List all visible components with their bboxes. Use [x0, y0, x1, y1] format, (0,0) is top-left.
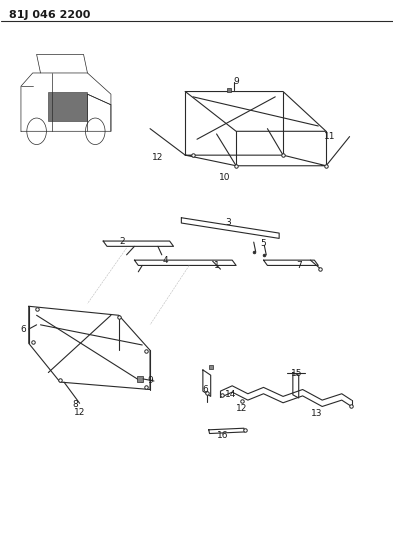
Text: 3: 3	[225, 218, 231, 227]
Text: 6: 6	[202, 385, 208, 394]
Text: 81J 046 2200: 81J 046 2200	[9, 10, 91, 20]
Text: 12: 12	[152, 154, 164, 163]
Text: 10: 10	[219, 173, 230, 182]
Text: 9: 9	[147, 376, 153, 385]
Text: 8: 8	[73, 400, 78, 409]
Text: 6: 6	[20, 325, 26, 334]
Text: 4: 4	[163, 256, 169, 265]
Text: 12: 12	[74, 408, 85, 417]
Text: 1: 1	[214, 261, 219, 270]
Text: 14: 14	[225, 390, 236, 399]
Text: 13: 13	[310, 409, 322, 418]
Text: 7: 7	[296, 261, 301, 270]
Text: 2: 2	[120, 237, 125, 246]
Text: 12: 12	[236, 404, 248, 413]
Text: 15: 15	[291, 369, 303, 378]
Text: 9: 9	[233, 77, 239, 86]
FancyBboxPatch shape	[48, 92, 87, 120]
Text: 16: 16	[217, 431, 228, 440]
Text: 11: 11	[324, 132, 336, 141]
Text: 5: 5	[261, 239, 266, 248]
